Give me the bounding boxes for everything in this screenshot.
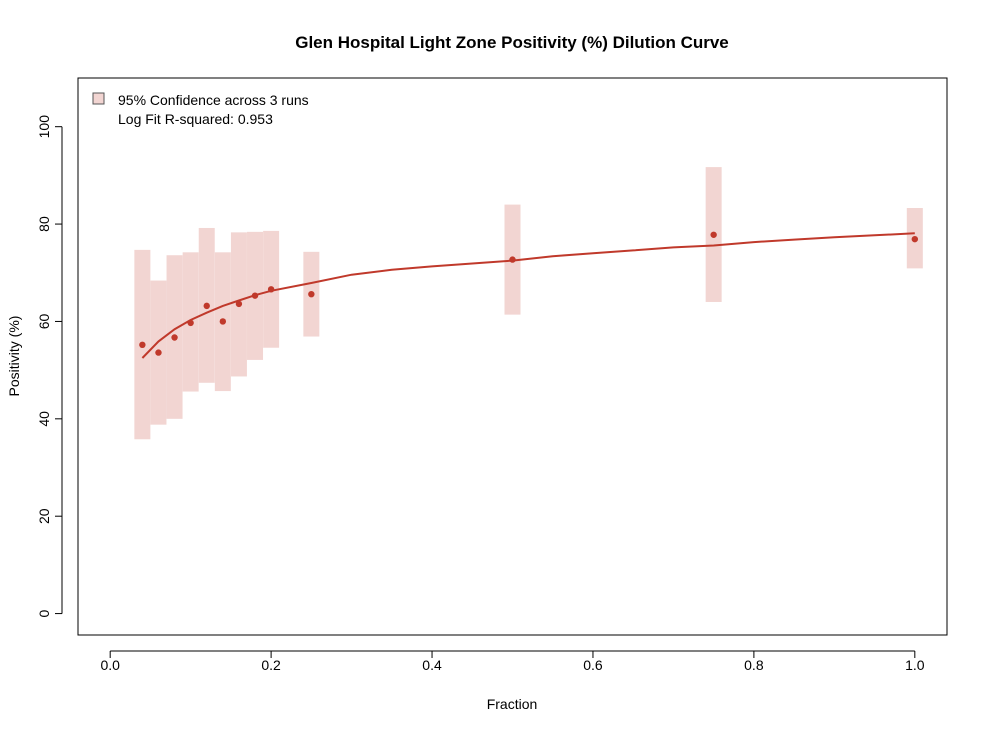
data-point bbox=[171, 334, 178, 341]
y-tick-label: 0 bbox=[36, 609, 52, 617]
data-point bbox=[155, 349, 162, 356]
x-tick-label: 0.0 bbox=[100, 657, 120, 673]
y-axis-label: Positivity (%) bbox=[6, 316, 22, 397]
plot-frame bbox=[77, 77, 948, 636]
legend-band-swatch bbox=[92, 92, 105, 105]
x-tick-label: 1.0 bbox=[905, 657, 925, 673]
data-point bbox=[219, 318, 227, 325]
y-tick-label: 100 bbox=[36, 115, 52, 139]
data-point bbox=[308, 290, 315, 298]
data-point bbox=[710, 231, 717, 238]
log-fit-curve-group bbox=[141, 232, 915, 359]
data-points bbox=[139, 231, 919, 356]
legend-item-band: 95% Confidence across 3 runs bbox=[118, 92, 309, 108]
data-point bbox=[911, 235, 919, 243]
legend: 95% Confidence across 3 runs Log Fit R-s… bbox=[92, 92, 309, 127]
data-point bbox=[267, 286, 275, 293]
data-point bbox=[139, 341, 146, 349]
x-axis-label: Fraction bbox=[487, 696, 538, 712]
confidence-bands bbox=[134, 167, 923, 440]
chart-title: Glen Hospital Light Zone Positivity (%) … bbox=[295, 33, 729, 52]
data-point bbox=[509, 256, 516, 263]
data-point bbox=[235, 300, 243, 308]
y-axis: 0 20 40 60 80 100 bbox=[36, 115, 63, 617]
y-tick-label: 80 bbox=[36, 216, 52, 232]
data-point bbox=[187, 319, 194, 327]
x-tick-label: 0.4 bbox=[422, 657, 442, 673]
x-axis: 0.0 0.2 0.4 0.6 0.8 1.0 bbox=[100, 650, 925, 673]
y-tick-label: 20 bbox=[36, 508, 52, 524]
legend-item-fit-r2: Log Fit R-squared: 0.953 bbox=[118, 111, 273, 127]
x-tick-label: 0.8 bbox=[744, 657, 764, 673]
data-point bbox=[251, 292, 259, 299]
log-fit-curve bbox=[141, 232, 915, 359]
data-point bbox=[203, 302, 210, 310]
x-tick-label: 0.2 bbox=[261, 657, 281, 673]
x-tick-label: 0.6 bbox=[583, 657, 603, 673]
y-tick-label: 40 bbox=[36, 411, 52, 427]
y-tick-label: 60 bbox=[36, 313, 52, 329]
